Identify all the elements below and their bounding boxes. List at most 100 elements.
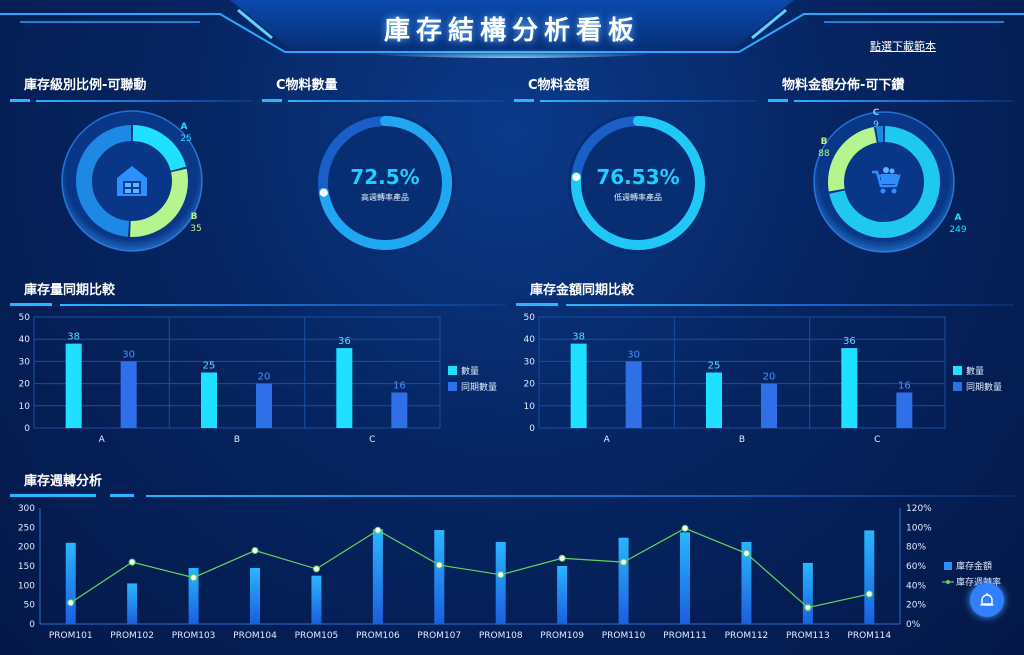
x-tick-label: PROM112 — [725, 631, 769, 641]
legend-label: 同期數量 — [966, 381, 1002, 393]
bar-value-label: 20 — [763, 372, 776, 383]
x-tick-label: PROM106 — [356, 631, 400, 641]
turnover-combo-chart: 0 50 100 150 200 250 300 0% 20% 40% 60% 80% 100% 120%… — [18, 504, 1001, 641]
x-tick-label: PROM105 — [295, 631, 339, 641]
y-tick-label: 20 — [524, 380, 536, 390]
turnover-point — [190, 574, 198, 582]
gauge-caption: 低週轉率產品 — [614, 192, 662, 202]
y-tick-label: 10 — [524, 402, 536, 412]
turnover-point — [67, 599, 75, 607]
bar-value-label: 30 — [122, 349, 135, 360]
bar-inventory-amount — [188, 567, 199, 624]
turnover-point — [312, 565, 320, 573]
bar-inventory-amount — [372, 529, 383, 624]
section-divider — [288, 100, 506, 102]
bar-current — [336, 348, 353, 428]
bell-icon — [980, 593, 994, 606]
bar-current — [201, 372, 217, 428]
y-tick-label: 10 — [19, 402, 31, 412]
x-tick-label: PROM110 — [602, 631, 646, 641]
ratio-donut-chart[interactable]: A25B35C58 — [60, 108, 240, 258]
gauge-backdrop — [568, 113, 708, 253]
legend-swatch — [953, 382, 962, 391]
bar-inventory-amount — [802, 562, 813, 624]
turnover-point — [558, 554, 566, 562]
legend-label: 數量 — [461, 365, 479, 377]
x-tick-label: C — [874, 435, 880, 445]
c-amount-gauge: 76.53% 低週轉率產品 — [568, 113, 708, 253]
x-tick-label: PROM108 — [479, 631, 523, 641]
section-divider — [768, 99, 788, 102]
y-tick-label: 100 — [18, 581, 35, 591]
cart-icon — [872, 167, 901, 194]
y-tick-label: 0 — [24, 424, 30, 434]
bar-value-label: 36 — [338, 336, 351, 347]
c-qty-section-title: C物料數量 — [276, 78, 338, 93]
notification-button[interactable] — [970, 583, 1004, 617]
gauge-value: 76.53% — [596, 165, 679, 189]
qty-compare-section-title: 庫存量同期比較 — [24, 283, 116, 298]
donut-slice-b[interactable] — [130, 168, 188, 237]
slice-value-label: 249 — [949, 225, 966, 235]
y2-tick-label: 60% — [906, 562, 926, 572]
x-tick-label: PROM111 — [663, 631, 707, 641]
y2-tick-label: 80% — [906, 543, 926, 553]
x-tick-label: PROM104 — [233, 631, 277, 641]
legend-label: 數量 — [966, 365, 984, 377]
slice-value-label: 25 — [180, 134, 191, 144]
warehouse-icon — [117, 166, 147, 196]
turnover-point — [128, 558, 136, 566]
y-tick-label: 20 — [19, 380, 31, 390]
c-amount-section-title: C物料金額 — [528, 78, 590, 93]
turnover-line — [70, 527, 870, 609]
download-template-link[interactable]: 點選下載範本 — [870, 40, 936, 53]
bar-prior — [391, 392, 408, 428]
donut-slice-a[interactable] — [132, 125, 187, 172]
section-divider — [566, 304, 1014, 306]
x-tick-label: B — [234, 435, 240, 445]
c-qty-gauge: 72.5% 高週轉率產品 — [315, 113, 455, 253]
y-tick-label: 200 — [18, 543, 35, 553]
donut-slice-b[interactable] — [828, 126, 878, 192]
bar-inventory-amount — [495, 542, 506, 624]
amount-dist-section-title: 物料金額分佈-可下鑽 — [782, 78, 905, 93]
amount-dist-donut-chart[interactable]: A 249 B 88 C 9 — [810, 100, 1000, 260]
bar-inventory-amount — [864, 530, 875, 624]
gauge-end-dot — [319, 188, 328, 197]
bar-value-label: 38 — [572, 332, 585, 343]
bar-value-label: 25 — [203, 361, 216, 372]
y2-tick-label: 120% — [906, 504, 932, 514]
slice-letter-label: A — [955, 213, 962, 223]
bar-value-label: 20 — [258, 372, 271, 383]
bar-value-label: 38 — [67, 332, 80, 343]
donut-ring — [813, 111, 955, 253]
header-frame — [0, 0, 1024, 58]
turnover-point — [435, 561, 443, 569]
y-tick-label: 150 — [18, 562, 35, 572]
gauge-progress-arc — [318, 116, 452, 250]
gauge-caption: 高週轉率產品 — [361, 192, 409, 202]
donut-ring — [61, 110, 203, 252]
bar-value-label: 30 — [627, 349, 640, 360]
y2-tick-label: 100% — [906, 523, 932, 533]
y-tick-label: 30 — [524, 357, 536, 367]
y-tick-label: 250 — [18, 523, 35, 533]
x-tick-label: A — [99, 435, 106, 445]
donut-slice-c[interactable] — [76, 125, 132, 237]
section-divider — [516, 303, 558, 306]
bar-prior — [256, 383, 272, 428]
page-title: 庫存結構分析看板 — [383, 16, 640, 46]
bar-inventory-amount — [741, 542, 752, 624]
bar-inventory-amount — [127, 583, 138, 624]
turnover-point — [681, 524, 689, 532]
x-tick-label: B — [739, 435, 745, 445]
gauge-progress-arc — [571, 116, 705, 250]
slice-letter-label: C — [873, 108, 880, 118]
bar-inventory-amount — [250, 567, 260, 624]
section-divider — [794, 100, 1014, 102]
x-tick-label: PROM114 — [847, 631, 891, 641]
legend-swatch — [953, 366, 962, 375]
donut-slice-a[interactable] — [829, 126, 940, 238]
